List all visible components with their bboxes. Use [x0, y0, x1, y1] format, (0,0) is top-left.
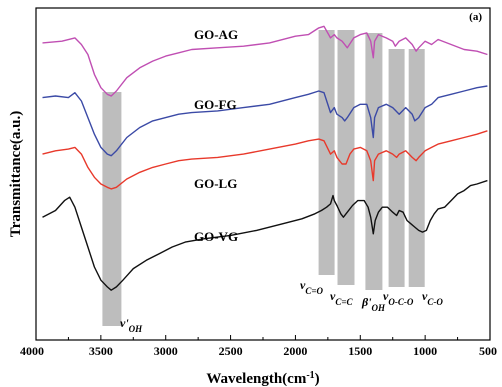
x-tick-label-1000: 1000: [413, 344, 437, 358]
band-label-cc: νC=C: [330, 289, 353, 307]
series-line-go-ag: [42, 25, 488, 97]
series-line-go-vg: [42, 179, 488, 291]
band-label-co: νC=O: [300, 278, 323, 296]
band-2: [318, 30, 335, 275]
band-label-c-o: νC-O: [422, 289, 443, 307]
series-label-go-vg: GO-VG: [194, 229, 238, 244]
x-axis-ticks: 4000 3500 3000 2500 2000 1500 1000 500: [20, 335, 497, 358]
band-6: [408, 49, 425, 287]
band-label-oh-bend: β'OH: [361, 295, 386, 313]
series-label-go-ag: GO-AG: [194, 27, 238, 42]
series-line-go-lg: [42, 130, 488, 190]
x-axis-title: Wavelength(cm-1): [206, 370, 319, 387]
band-5: [388, 49, 405, 287]
x-tick-label-3500: 3500: [89, 344, 113, 358]
x-tick-label-3000: 3000: [154, 344, 178, 358]
band-label-oco: νO-C-O: [383, 289, 414, 307]
series-label-go-lg: GO-LG: [194, 176, 237, 191]
x-tick-label-4000: 4000: [20, 344, 44, 358]
band-3: [337, 30, 355, 285]
series-line-go-fg: [42, 85, 488, 157]
band-1: [102, 92, 122, 326]
series-lines: [42, 25, 488, 291]
x-tick-label-500: 500: [479, 344, 497, 358]
y-axis-title: Transmittance(a.u.): [8, 111, 24, 237]
band-highlights: [102, 30, 425, 326]
panel-label: (a): [469, 11, 482, 23]
series-label-go-fg: GO-FG: [194, 97, 237, 112]
x-tick-label-1500: 1500: [348, 344, 372, 358]
x-tick-label-2500: 2500: [219, 344, 243, 358]
band-label-oh-stretch: ν'OH: [120, 316, 143, 334]
x-tick-label-2000: 2000: [283, 344, 307, 358]
